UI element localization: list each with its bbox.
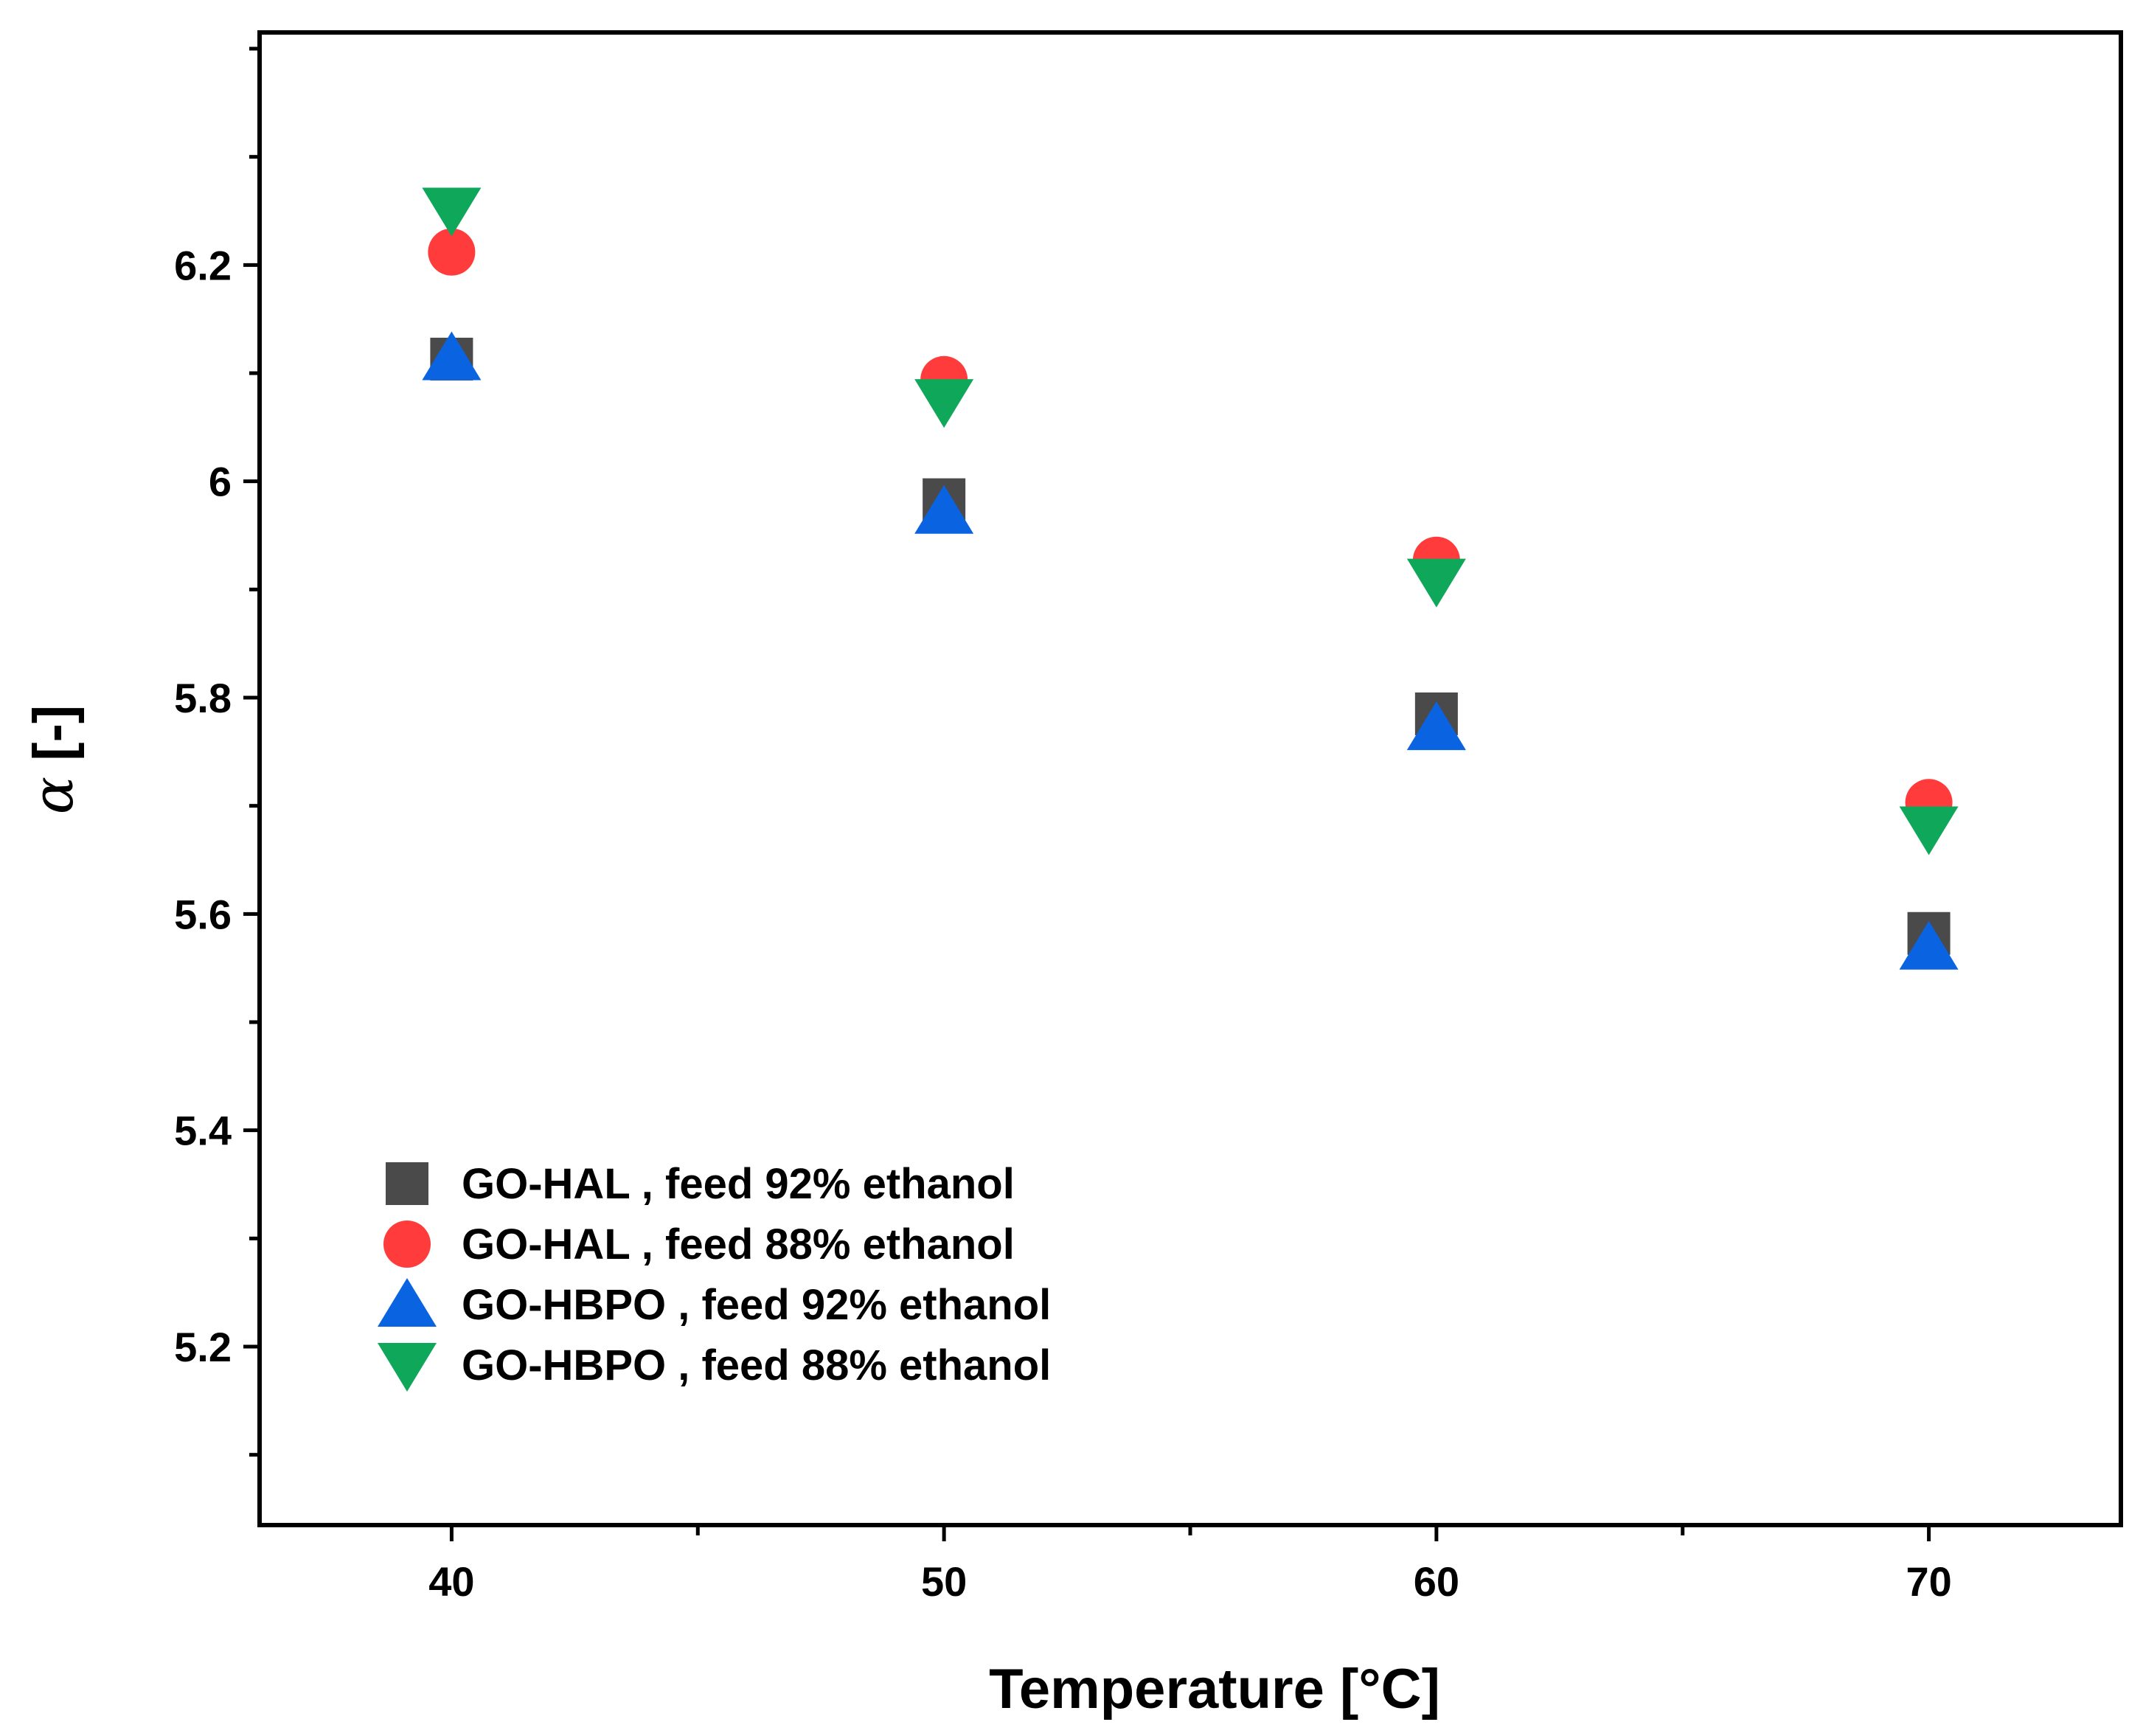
y-tick-labels: 5.2 5.4 5.6 5.8 6 6.2: [174, 242, 232, 1370]
y-axis-title: α [-]: [20, 705, 86, 814]
y-tick-label: 5.2: [174, 1324, 232, 1370]
y-tick-label: 6: [209, 459, 232, 505]
legend-label-2: GO-HAL , feed 88% ethanol: [462, 1221, 1015, 1268]
data-point-series-4: [914, 379, 974, 428]
x-tick-labels: 40 50 60 70: [428, 1558, 1951, 1605]
data-point-series-4: [422, 187, 482, 237]
legend-marker-4: [378, 1343, 437, 1392]
data-point-series-3: [1899, 920, 1959, 970]
data-point-series-3: [914, 485, 974, 534]
data-point-series-3: [422, 331, 482, 381]
x-tick-label: 60: [1414, 1558, 1459, 1605]
legend-marker-2: [383, 1221, 431, 1268]
y-tick-label: 5.4: [174, 1108, 232, 1154]
y-tick-label: 5.8: [174, 675, 232, 721]
y-tick-label: 6.2: [174, 242, 232, 288]
data-point-series-4: [1899, 806, 1959, 855]
legend-label-3: GO-HBPO , feed 92% ethanol: [462, 1281, 1051, 1329]
y-axis-symbol: α: [20, 777, 86, 814]
y-tick-label: 5.6: [174, 891, 232, 937]
legend-marker-1: [386, 1162, 428, 1205]
data-point-series-4: [1406, 558, 1466, 608]
legend-label-4: GO-HBPO , feed 88% ethanol: [462, 1341, 1051, 1389]
x-tick-label: 50: [921, 1558, 967, 1605]
x-axis-title: Temperature [°C]: [989, 1658, 1440, 1721]
legend-marker-3: [378, 1278, 437, 1327]
data-point-series-3: [1406, 701, 1466, 751]
legend: GO-HAL , feed 92% ethanol GO-HAL , feed 8…: [378, 1160, 1051, 1392]
data-point-series-2: [428, 228, 476, 276]
data-markers: [422, 187, 1959, 970]
axis-ticks: [243, 46, 1931, 1541]
y-axis-unit: [-]: [22, 705, 85, 777]
legend-label-1: GO-HAL , feed 92% ethanol: [462, 1160, 1015, 1208]
x-tick-label: 40: [428, 1558, 474, 1605]
x-tick-label: 70: [1906, 1558, 1951, 1605]
